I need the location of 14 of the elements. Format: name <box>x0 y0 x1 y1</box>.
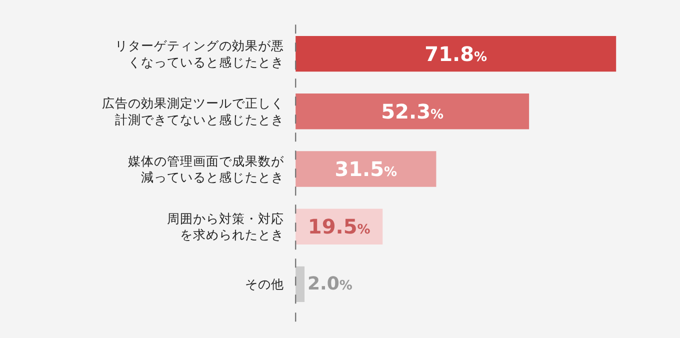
y-tick-label: 媒体の管理画面で成果数が減っていると感じたとき <box>128 153 285 184</box>
y-tick-label: 広告の効果測定ツールで正しく計測できてないと感じたとき <box>102 96 284 127</box>
bar <box>296 266 305 302</box>
data-label: 2.0% <box>308 274 352 295</box>
y-tick-label: 周囲から対策・対応を求められたとき <box>167 210 284 242</box>
bar <box>296 36 616 72</box>
y-tick-label: リターゲティングの効果が悪くなっていると感じたとき <box>115 38 284 70</box>
bar <box>296 151 436 187</box>
data-label: 71.8% <box>424 42 488 66</box>
data-label: 31.5% <box>334 157 398 181</box>
data-label: 52.3% <box>381 99 444 124</box>
bar <box>296 94 530 130</box>
data-label: 19.5% <box>308 214 370 239</box>
y-tick-label: その他 <box>245 276 284 292</box>
